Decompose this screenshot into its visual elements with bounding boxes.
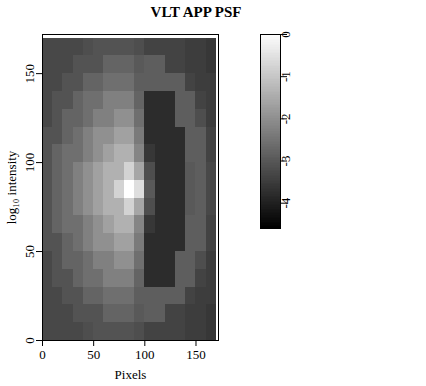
svg-text:-4: -4 xyxy=(277,197,293,209)
svg-text:-1: -1 xyxy=(277,71,293,83)
svg-text:0: 0 xyxy=(277,31,293,38)
svg-text:-3: -3 xyxy=(277,155,293,167)
svg-text:100: 100 xyxy=(22,153,37,173)
svg-text:50: 50 xyxy=(87,347,100,362)
svg-text:-2: -2 xyxy=(277,113,293,125)
svg-text:50: 50 xyxy=(22,245,37,258)
svg-text:0: 0 xyxy=(39,347,46,362)
svg-text:100: 100 xyxy=(135,347,155,362)
html-text:VLT APP PSF: VLT APP PSF xyxy=(150,4,242,20)
svg-text:Pixels: Pixels xyxy=(115,367,147,382)
svg-text:150: 150 xyxy=(22,64,37,84)
svg-text:log₁₀ intensity: log₁₀ intensity xyxy=(4,150,19,224)
svg-text:0: 0 xyxy=(22,337,37,344)
svg-text:150: 150 xyxy=(186,347,206,362)
